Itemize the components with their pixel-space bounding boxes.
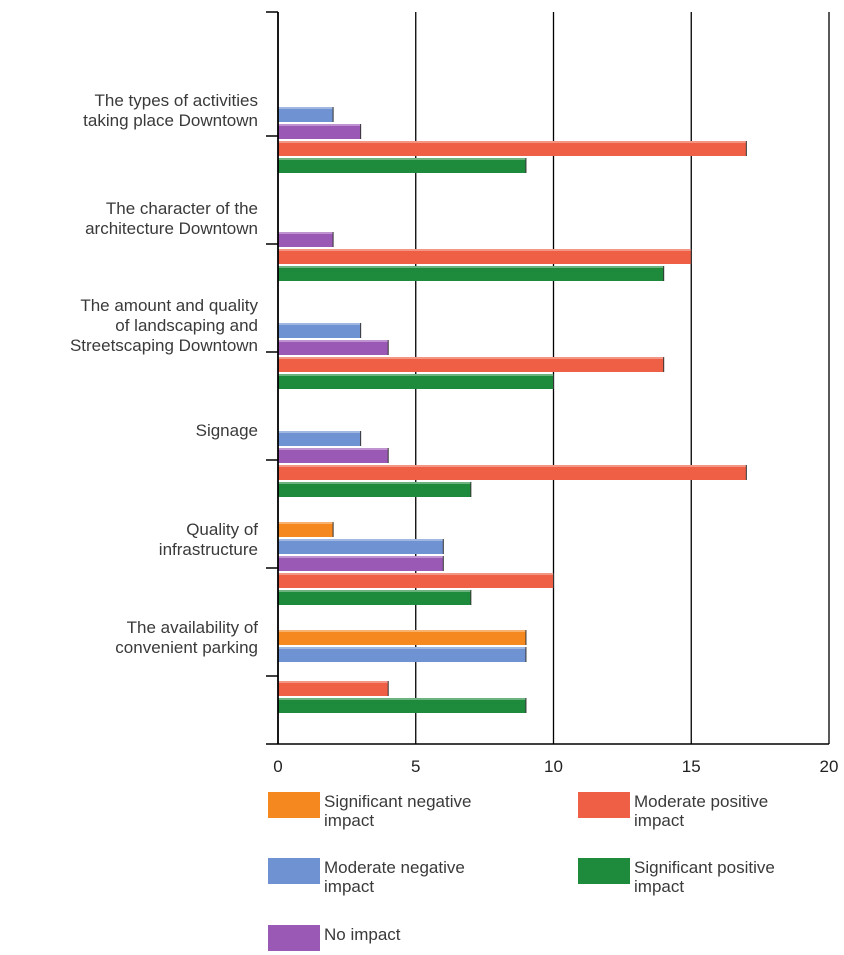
bar [278, 698, 526, 713]
bar-highlight [278, 266, 664, 268]
bar-highlight [278, 539, 444, 541]
bar [278, 630, 526, 645]
bar-highlight [278, 158, 526, 160]
bar [278, 323, 361, 338]
bar-highlight [278, 141, 747, 143]
bar-highlight [278, 232, 334, 234]
bar-highlight [278, 556, 444, 558]
bar [278, 107, 334, 122]
x-tick-label: 15 [682, 757, 701, 776]
bar-highlight [278, 323, 361, 325]
x-tick-label: 10 [544, 757, 563, 776]
bar-highlight [278, 448, 389, 450]
bar [278, 249, 692, 264]
y-category-label: The availability of [127, 618, 259, 637]
x-tick-label: 20 [820, 757, 839, 776]
bar-highlight [278, 647, 526, 649]
bar [278, 340, 389, 355]
bar-highlight [278, 698, 526, 700]
bar-highlight [278, 482, 471, 484]
bar [278, 374, 554, 389]
bar [278, 539, 444, 554]
y-category-label: of landscaping and [115, 316, 258, 335]
y-category-label: Signage [196, 421, 258, 440]
bar-highlight [278, 107, 334, 109]
bar [278, 465, 747, 480]
bar-highlight [278, 124, 361, 126]
y-category-label: architecture Downtown [85, 219, 258, 238]
y-category-label: The character of the [106, 199, 258, 218]
bar [278, 522, 334, 537]
bar [278, 357, 664, 372]
bar-highlight [278, 681, 389, 683]
bar-highlight [278, 357, 664, 359]
y-category-label: Streetscaping Downtown [70, 336, 258, 355]
y-category-label: The amount and quality [80, 296, 258, 315]
bar-highlight [278, 340, 389, 342]
bar [278, 448, 389, 463]
bar [278, 590, 471, 605]
bar [278, 141, 747, 156]
x-tick-label: 0 [273, 757, 282, 776]
bar-highlight [278, 522, 334, 524]
bar [278, 431, 361, 446]
y-category-label: convenient parking [115, 638, 258, 657]
bar [278, 124, 361, 139]
bar [278, 232, 334, 247]
bar [278, 482, 471, 497]
bar [278, 266, 664, 281]
bar-highlight [278, 590, 471, 592]
bar [278, 556, 444, 571]
bar-highlight [278, 249, 692, 251]
bar-highlight [278, 374, 554, 376]
y-category-label: Quality of [186, 520, 258, 539]
bar-highlight [278, 465, 747, 467]
x-tick-label: 5 [411, 757, 420, 776]
bar-highlight [278, 431, 361, 433]
bar [278, 573, 554, 588]
bar [278, 681, 389, 696]
y-category-label: taking place Downtown [83, 111, 258, 130]
bar-highlight [278, 630, 526, 632]
y-category-label: The types of activities [95, 91, 258, 110]
y-category-label: infrastructure [159, 540, 258, 559]
bar-highlight [278, 573, 554, 575]
bar [278, 647, 526, 662]
bar [278, 158, 526, 173]
